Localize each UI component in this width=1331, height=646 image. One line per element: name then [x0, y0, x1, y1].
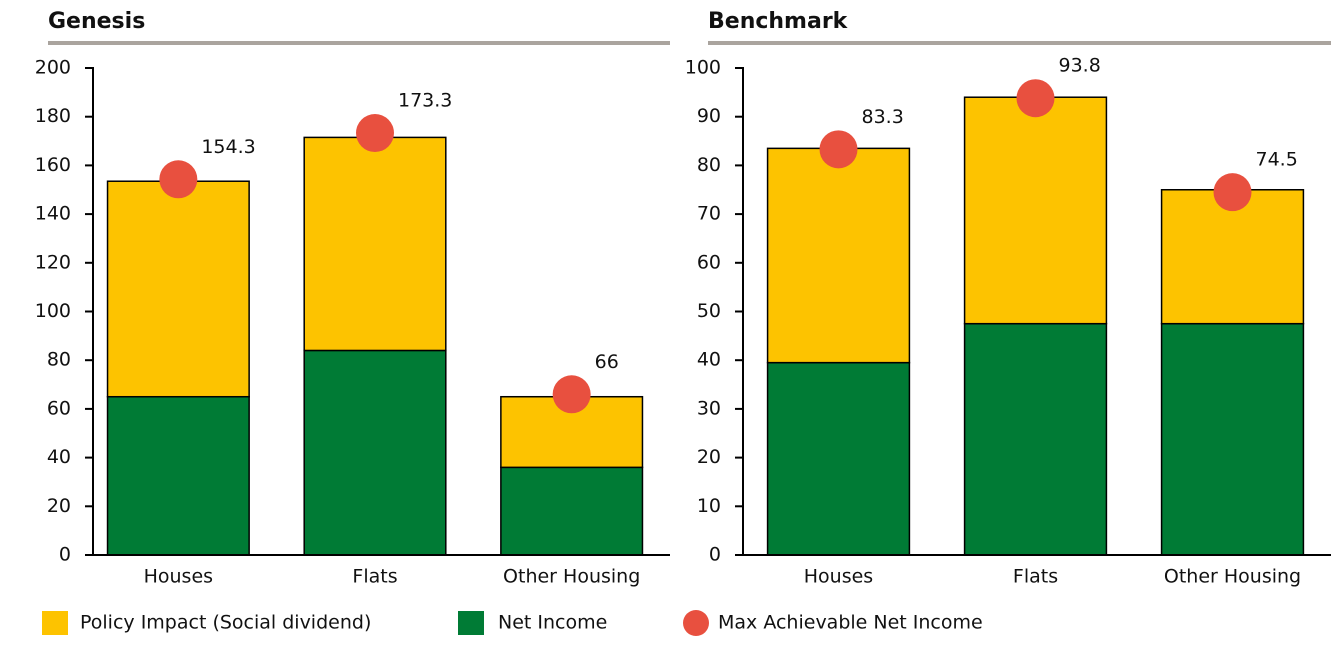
marker-label: 173.3 [398, 90, 452, 112]
bar-segment [766, 147, 911, 364]
x-tick-label: Other Housing [1164, 566, 1301, 588]
y-tick-label: 100 [35, 300, 71, 322]
legend-label: Policy Impact (Social dividend) [80, 612, 371, 634]
bar-segment [1160, 189, 1305, 325]
title-rule [708, 41, 1331, 45]
marker-label: 93.8 [1059, 55, 1101, 77]
y-tick-label: 0 [709, 544, 721, 566]
max-marker [159, 160, 198, 199]
y-tick-label: 40 [47, 446, 71, 468]
y-tick-label: 160 [35, 154, 71, 176]
x-tick-label: Houses [804, 566, 873, 588]
y-tick-label: 60 [47, 397, 71, 419]
y-tick-label: 10 [697, 495, 721, 517]
bar-segment [766, 361, 911, 556]
marker-label: 66 [595, 351, 619, 373]
marker-label: 74.5 [1256, 149, 1298, 171]
panel-title: Benchmark [708, 9, 849, 34]
y-tick-label: 60 [697, 251, 721, 273]
legend-swatch [683, 610, 709, 636]
bar-segment [500, 466, 644, 556]
y-tick-label: 30 [697, 397, 721, 419]
marker-label: 154.3 [201, 136, 255, 158]
y-tick-label: 80 [47, 349, 71, 371]
marker-label: 83.3 [862, 106, 904, 128]
y-tick-label: 0 [59, 544, 71, 566]
max-marker [819, 130, 858, 169]
y-tick-label: 140 [35, 203, 71, 225]
bar-segment [963, 96, 1108, 325]
legend-label: Max Achievable Net Income [718, 612, 983, 634]
legend-label: Net Income [498, 612, 607, 634]
max-marker [552, 375, 591, 414]
legend-swatch [42, 611, 68, 635]
x-tick-label: Flats [352, 566, 397, 588]
title-rule [48, 41, 670, 45]
y-tick-label: 180 [35, 105, 71, 127]
y-tick-label: 70 [697, 203, 721, 225]
y-tick-label: 20 [47, 495, 71, 517]
y-tick-label: 120 [35, 251, 71, 273]
bar-segment [106, 180, 250, 398]
bar-segment [963, 322, 1108, 556]
y-tick-label: 90 [697, 105, 721, 127]
bar-segment [303, 136, 447, 352]
y-tick-label: 40 [697, 349, 721, 371]
bar-segment [303, 349, 447, 556]
y-tick-label: 20 [697, 446, 721, 468]
x-tick-label: Houses [144, 566, 213, 588]
x-tick-label: Flats [1013, 566, 1058, 588]
bar-segment [1160, 322, 1305, 556]
y-tick-label: 100 [685, 57, 721, 79]
legend-swatch [458, 611, 484, 635]
max-marker [1213, 173, 1252, 212]
panel-title: Genesis [48, 9, 145, 34]
y-tick-label: 80 [697, 154, 721, 176]
x-tick-label: Other Housing [503, 566, 640, 588]
y-tick-label: 200 [35, 57, 71, 79]
max-marker [1016, 79, 1055, 118]
max-marker [356, 114, 394, 153]
y-tick-label: 50 [697, 300, 721, 322]
bar-segment [106, 395, 250, 556]
